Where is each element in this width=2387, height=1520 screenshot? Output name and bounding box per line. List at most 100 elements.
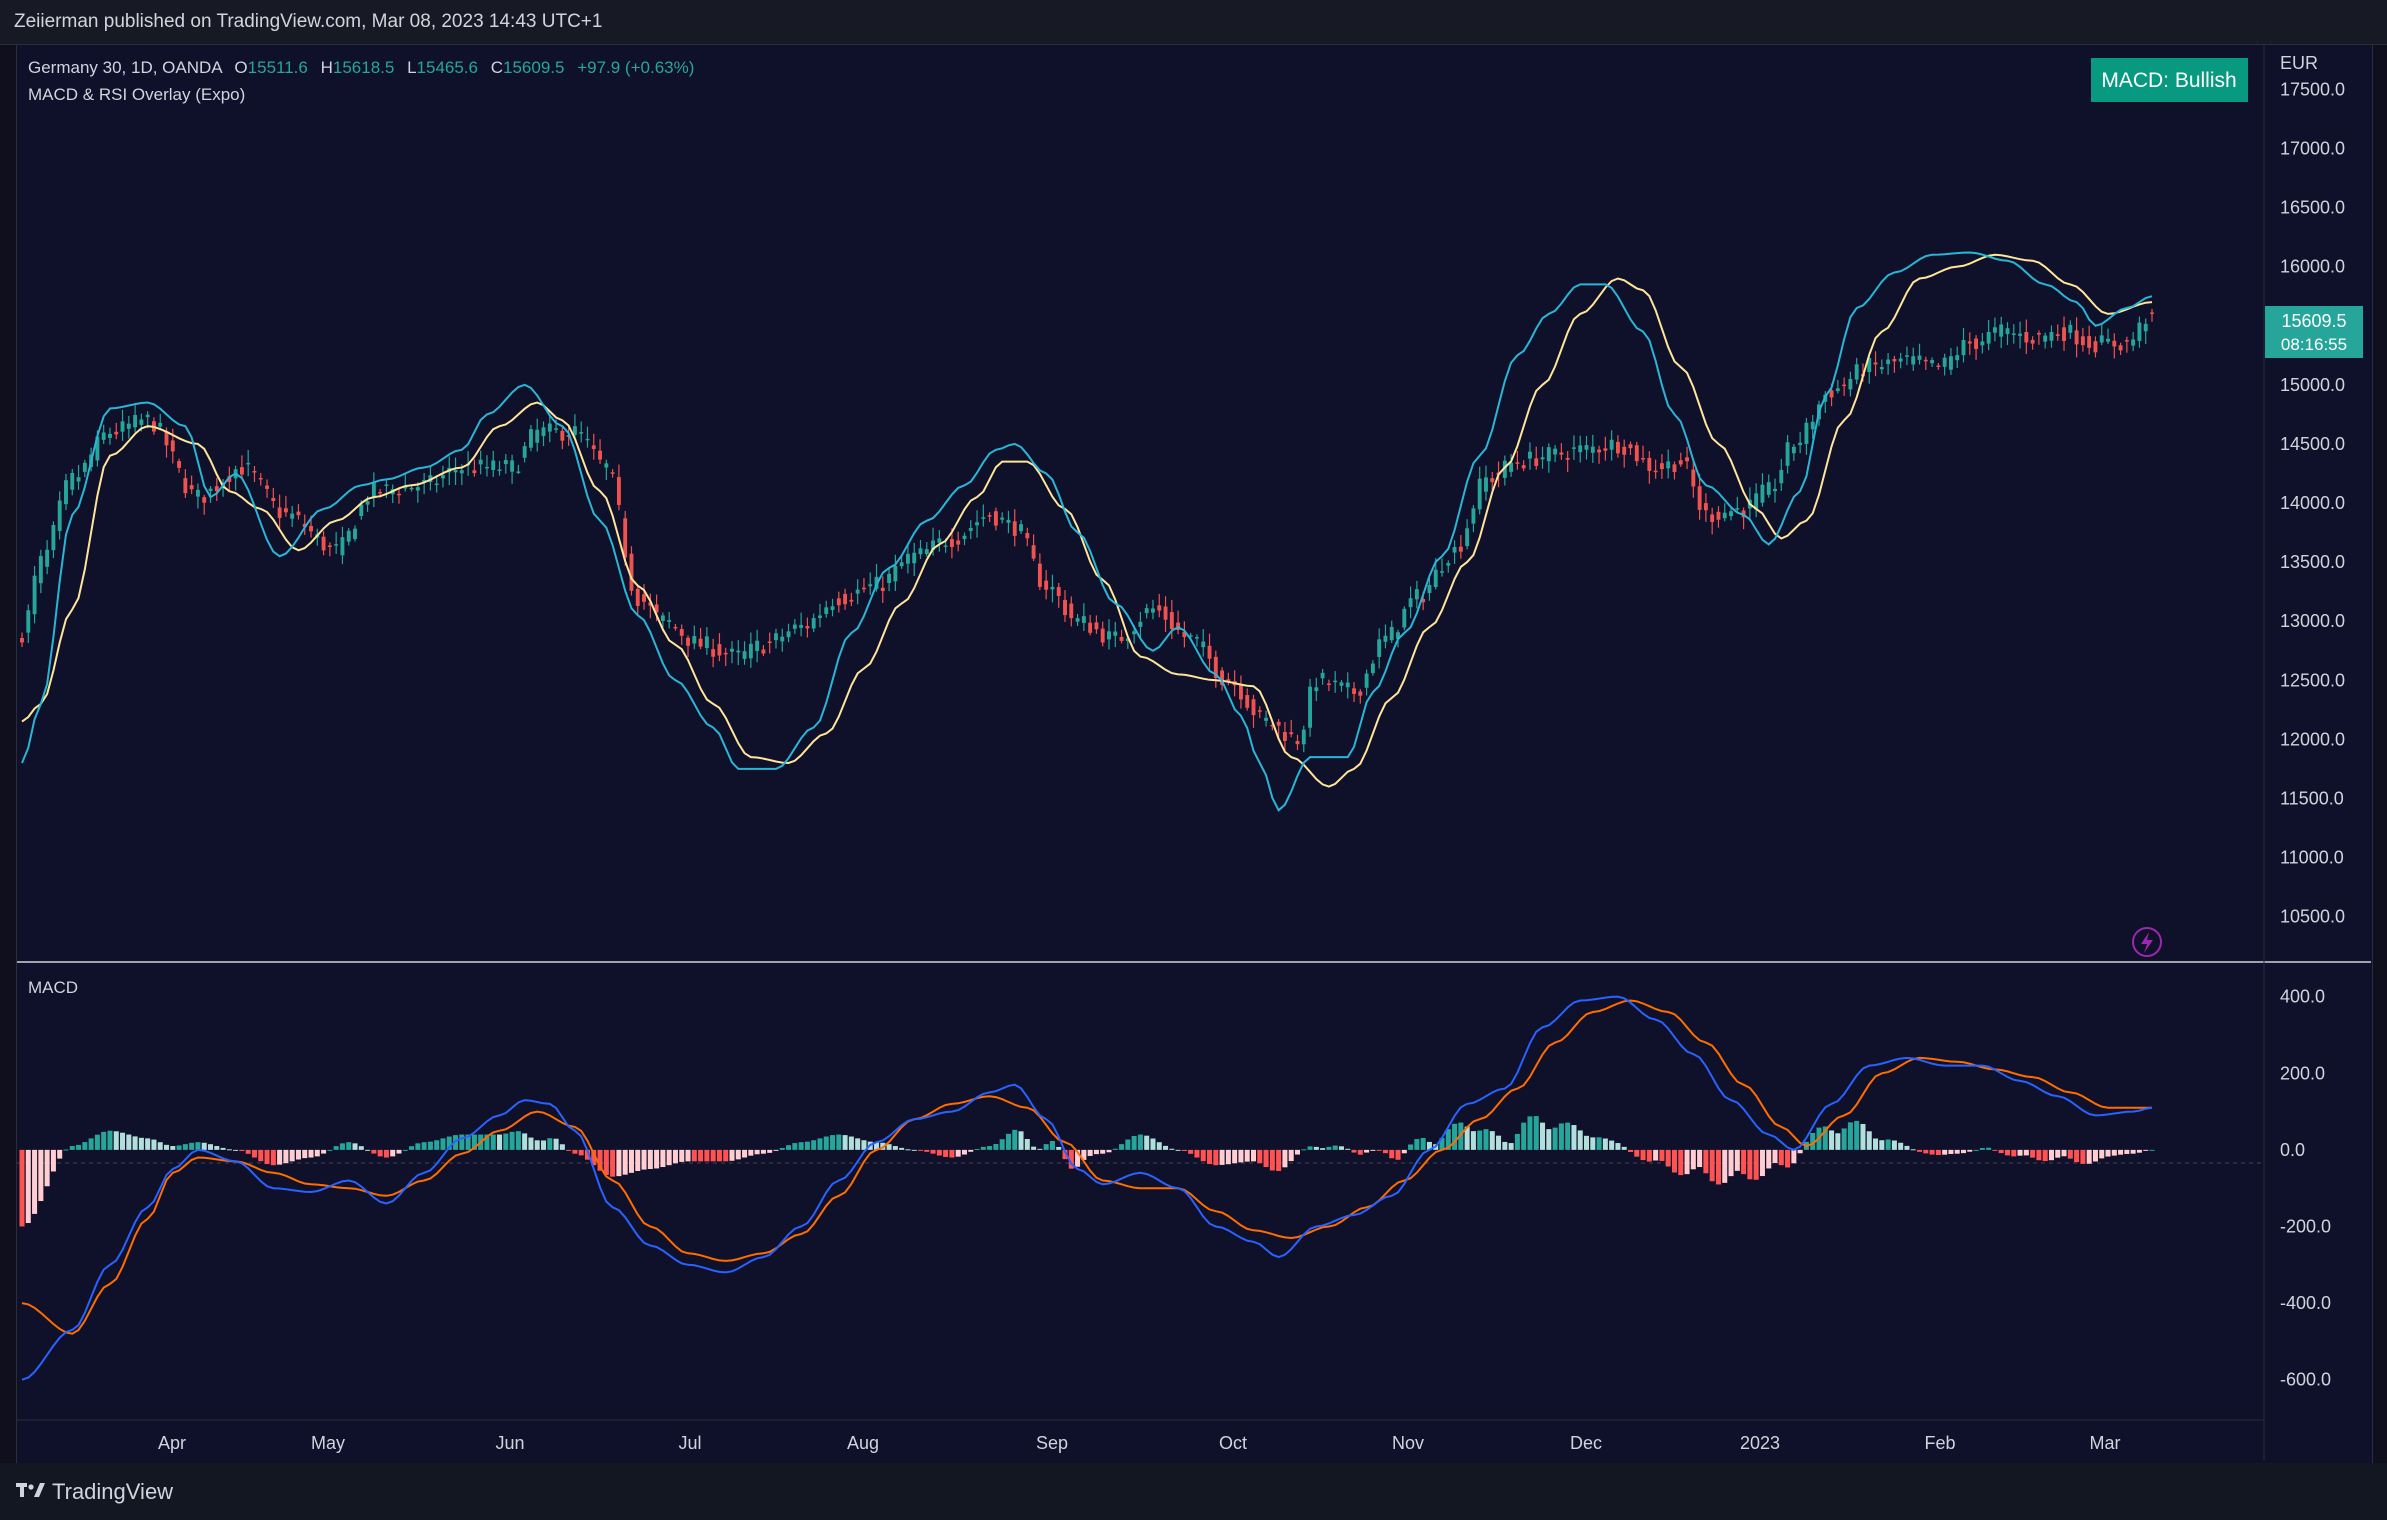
histogram-bar <box>1075 1149 1081 1167</box>
histogram-bar <box>1917 1149 1923 1152</box>
candle-body <box>1056 587 1061 596</box>
candle-body <box>1810 421 1815 430</box>
histogram-bar <box>415 1143 421 1150</box>
candle-body <box>1465 528 1470 547</box>
histogram-bar <box>1263 1149 1269 1168</box>
symbol-name: Germany 30, 1D, OANDA <box>28 58 223 77</box>
histogram-bar <box>1835 1133 1841 1150</box>
histogram-bar <box>1722 1149 1728 1183</box>
candle-body <box>1490 478 1495 483</box>
candle-body <box>327 545 332 547</box>
histogram-bar <box>1414 1139 1420 1150</box>
histogram-bar <box>1577 1130 1583 1150</box>
candle-body <box>189 485 194 490</box>
histogram-bar <box>999 1139 1005 1150</box>
currency-label: EUR <box>2280 53 2318 73</box>
candle-body <box>2049 332 2054 341</box>
histogram-bar <box>1163 1145 1169 1150</box>
histogram-bar <box>2143 1149 2149 1151</box>
time-tick-label: Dec <box>1570 1433 1602 1453</box>
candle-body <box>2087 336 2092 348</box>
footer-brand[interactable]: TradingView <box>52 1479 174 1504</box>
histogram-bar <box>779 1147 785 1150</box>
histogram-bar <box>1068 1149 1074 1169</box>
histogram-bar <box>2136 1149 2142 1153</box>
candle-body <box>1282 732 1287 741</box>
histogram-bar <box>792 1143 798 1150</box>
histogram-bar <box>1012 1129 1018 1150</box>
histogram-bar <box>710 1149 716 1162</box>
candle-body <box>1584 445 1589 450</box>
histogram-bar <box>1477 1130 1483 1150</box>
histogram-bar <box>50 1149 56 1172</box>
candle-body <box>1251 699 1256 716</box>
histogram-bar <box>2017 1149 2023 1156</box>
histogram-bar <box>2105 1149 2111 1157</box>
candle-body <box>818 615 822 619</box>
candle-body <box>717 644 722 656</box>
histogram-bar <box>358 1146 364 1150</box>
candle-body <box>1081 616 1086 623</box>
candle-body <box>1427 585 1432 594</box>
status-badge: MACD: Bullish <box>2101 69 2236 92</box>
candle-body <box>283 508 288 513</box>
lightning-icon[interactable] <box>2132 927 2162 957</box>
candle-body <box>1169 612 1174 630</box>
change-value: +97.9 (+0.63%) <box>577 58 694 77</box>
histogram-bar <box>207 1144 214 1150</box>
candle-body <box>1590 446 1595 453</box>
histogram-bar <box>1615 1143 1621 1150</box>
histogram-bar <box>1885 1139 1891 1150</box>
histogram-bar <box>1514 1133 1520 1150</box>
candle-body <box>145 414 150 418</box>
histogram-bar <box>1552 1127 1558 1150</box>
histogram-bar <box>704 1149 710 1162</box>
macd-pane-title[interactable]: MACD <box>28 978 78 997</box>
candle-body <box>1050 586 1055 590</box>
candle-body <box>1653 470 1658 473</box>
histogram-bar <box>804 1141 810 1150</box>
histogram-bar <box>1288 1149 1294 1162</box>
candle-body <box>1773 488 1777 492</box>
candle-body <box>1565 457 1570 460</box>
price-axis[interactable]: 17500.017000.016500.016000.015500.015000… <box>2280 79 2345 926</box>
histogram-bar <box>961 1149 967 1155</box>
candle-body <box>761 649 766 654</box>
time-axis[interactable]: Apr May Jun Jul Aug Sep Oct Nov Dec 2023 Feb Mar <box>158 1433 2121 1453</box>
candle-body <box>353 528 357 540</box>
histogram-bar <box>1370 1149 1376 1151</box>
candle-body <box>1867 357 1872 373</box>
histogram-bar <box>107 1130 113 1150</box>
histogram-bar <box>2023 1149 2029 1156</box>
candle-body <box>1220 670 1225 685</box>
candle-body <box>686 637 690 646</box>
histogram-bar <box>1062 1149 1068 1160</box>
indicator-name[interactable]: MACD & RSI Overlay (Expo) <box>28 85 245 104</box>
histogram-bar <box>170 1146 176 1150</box>
candle-body <box>1634 445 1639 462</box>
histogram-bar <box>1822 1126 1828 1150</box>
macd-tick-label: -600.0 <box>2280 1370 2331 1390</box>
histogram-bar <box>930 1149 936 1154</box>
candle-body <box>1333 680 1338 683</box>
macd-axis[interactable]: 400.0 200.0 0.0 -200.0 -400.0 -600.0 <box>2280 987 2331 1390</box>
histogram-bar <box>522 1133 528 1150</box>
candle-body <box>1622 446 1627 455</box>
candle-body <box>572 426 577 435</box>
candle-body <box>133 415 138 428</box>
candle-body <box>918 548 923 555</box>
candle-body <box>409 487 414 490</box>
candle-body <box>1389 626 1394 641</box>
histogram-bar <box>1715 1149 1721 1185</box>
macd-tick-label: 0.0 <box>2280 1140 2305 1160</box>
candle-body <box>1967 341 1972 344</box>
candle-body <box>1785 442 1790 466</box>
histogram-bar <box>610 1149 616 1177</box>
candle-body <box>139 419 144 425</box>
histogram-bar <box>339 1143 345 1150</box>
histogram-bar <box>1992 1149 1998 1151</box>
candle-body <box>1094 622 1099 630</box>
histogram-bar <box>742 1149 748 1158</box>
candle-body <box>1113 631 1118 636</box>
